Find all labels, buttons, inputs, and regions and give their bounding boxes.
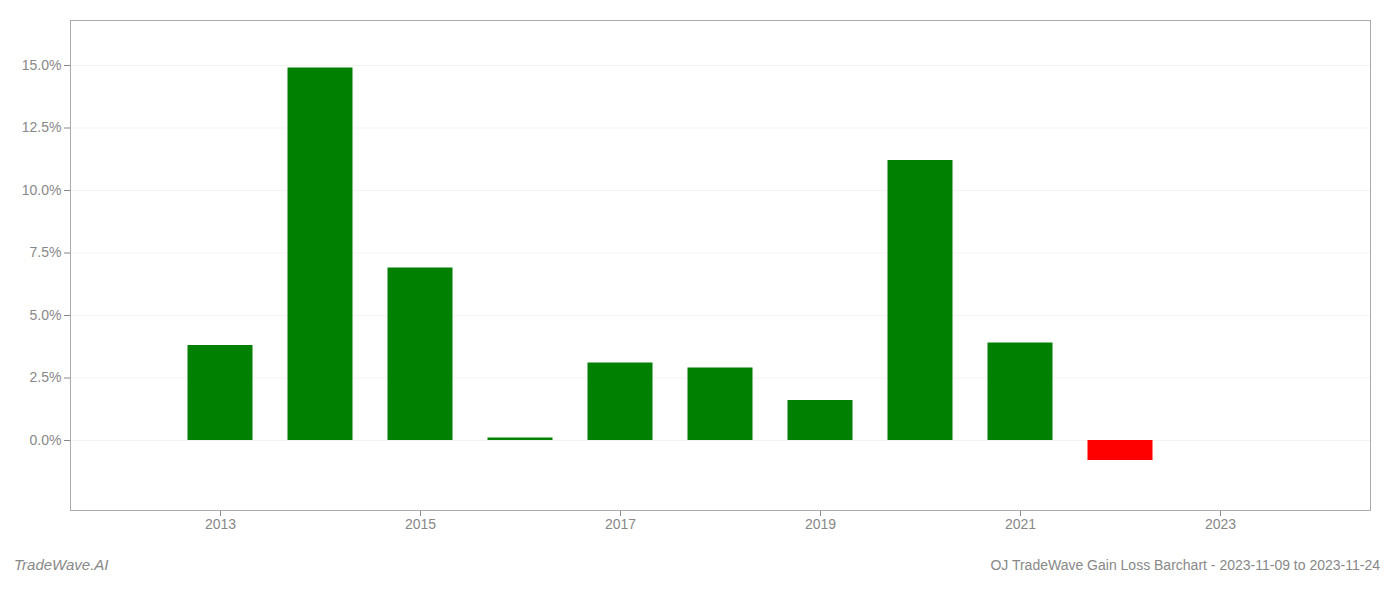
svg-text:2013: 2013 <box>205 516 236 532</box>
svg-text:15.0%: 15.0% <box>22 57 62 73</box>
svg-text:2023: 2023 <box>1205 516 1236 532</box>
svg-text:2017: 2017 <box>605 516 636 532</box>
svg-text:12.5%: 12.5% <box>22 119 62 135</box>
svg-text:7.5%: 7.5% <box>30 244 62 260</box>
svg-text:2021: 2021 <box>1005 516 1036 532</box>
html-text:OJ TradeWave Gain Loss Barchar: OJ TradeWave Gain Loss Barchart - 2023-1… <box>990 557 1380 573</box>
svg-text:0.0%: 0.0% <box>30 432 62 448</box>
svg-text:5.0%: 5.0% <box>30 307 62 323</box>
svg-text:2019: 2019 <box>805 516 836 532</box>
svg-text:10.0%: 10.0% <box>22 182 62 198</box>
svg-text:2015: 2015 <box>405 516 436 532</box>
html-text:TradeWave.AI: TradeWave.AI <box>14 556 109 573</box>
svg-text:2.5%: 2.5% <box>30 369 62 385</box>
